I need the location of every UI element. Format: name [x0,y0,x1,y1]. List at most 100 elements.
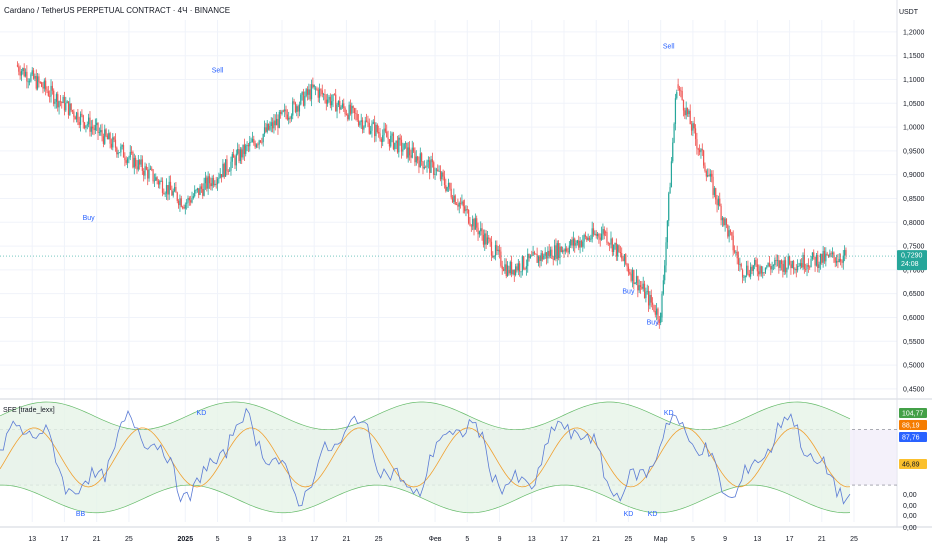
candle-body [82,115,84,123]
candle-body [462,201,464,207]
candle-body [647,290,650,306]
candle-body [700,149,702,153]
candle-body [494,245,497,257]
candle-body [337,100,339,105]
candle-body [216,178,219,185]
candle-body [570,239,572,246]
price-tick-label: 0,9500 [903,148,925,155]
candle-body [772,265,775,266]
candle-body [36,76,39,89]
candle-body [406,142,408,158]
candle-body [359,122,361,126]
candle-body [202,189,204,196]
candle-body [308,89,310,95]
candle-body [26,71,28,82]
candle-body [489,238,491,242]
candle-body [721,217,724,221]
candle-body [125,160,127,163]
candle-body [472,219,474,227]
candle-body [614,242,616,245]
oscillator-annotation: KD [664,410,674,417]
candle-body [378,131,380,134]
candle-body [388,139,391,147]
candle-body [746,265,748,276]
candle-body [699,149,701,153]
candle-body [429,160,431,173]
candle-body [233,154,235,158]
candle-body [658,319,660,323]
candle-body [340,107,342,110]
candle-body [237,149,239,154]
candle-body [34,76,36,79]
candle-body [724,218,726,226]
candle-body [512,269,514,275]
candle-body [693,123,695,129]
candle-body [653,304,655,312]
time-tick-label: 17 [786,536,794,543]
candle-body [190,200,192,203]
candle-body [314,88,317,90]
candle-body [803,254,805,269]
candle-body [455,204,458,206]
candle-body [394,142,396,150]
candle-body [492,255,494,258]
time-tick-label: 17 [560,536,568,543]
candle-body [474,218,476,230]
candle-body [230,161,232,171]
candle-body [473,219,475,230]
candle-body [399,137,401,140]
candle-body [470,225,472,227]
signal-label: Sell [663,44,675,51]
candle-body [664,265,666,281]
candle-body [631,269,634,281]
candle-body [398,137,400,153]
candle-body [615,242,617,257]
candle-body [591,228,593,239]
candle-body [626,263,628,267]
candle-body [590,238,592,240]
candle-body [163,192,165,194]
candle-body [701,149,703,151]
candle-body [19,71,21,76]
candle-body [609,243,611,245]
candle-body [713,188,715,195]
candle-body [443,176,446,186]
candle-body [778,260,780,268]
candle-body [94,125,96,131]
candle-body [539,256,541,262]
candle-body [677,84,679,89]
candle-body [446,186,448,191]
candle-body [331,101,333,106]
candle-body [153,180,156,182]
candle-body [136,166,138,170]
candle-body [434,173,436,175]
candle-body [611,238,613,252]
candle-body [242,144,244,158]
candle-body [65,103,67,111]
candle-body [603,229,605,236]
candle-body [513,269,515,275]
signal-label: Sell [212,67,224,74]
candle-body [339,100,341,110]
candle-body [140,159,142,165]
candle-body [486,237,489,245]
candle-body [370,130,372,134]
candle-body [121,145,123,147]
candle-body [564,248,566,252]
candle-body [668,193,670,221]
candle-body [229,170,231,172]
candle-body [464,206,466,212]
oscillator-tick-label: 0,00 [903,525,917,532]
candle-body [305,89,307,97]
candle-body [223,163,225,177]
candle-body [296,106,298,112]
candle-body [480,228,482,232]
candle-body [414,151,416,163]
candle-body [58,101,60,108]
candle-body [226,159,228,171]
candle-body [208,176,211,184]
candle-body [681,91,683,101]
candle-body [173,186,176,192]
